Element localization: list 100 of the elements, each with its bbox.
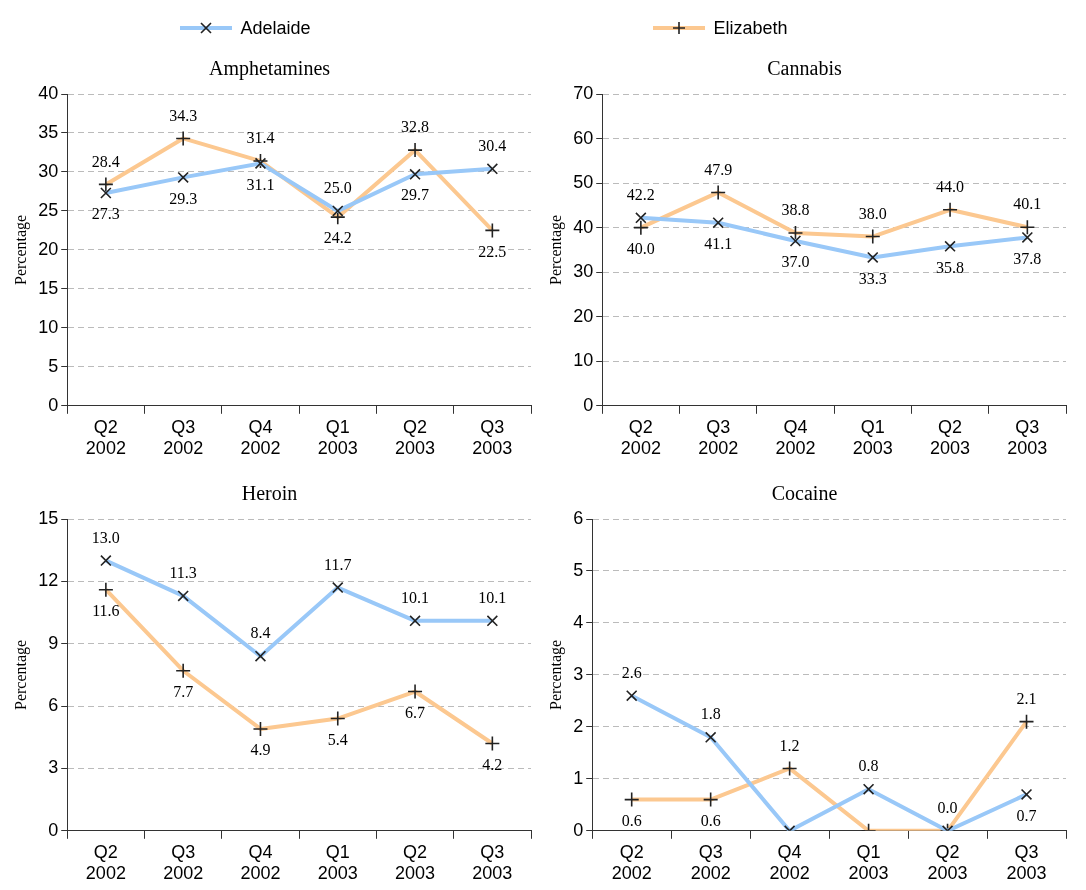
y-tick-label: 10 [38, 316, 59, 337]
data-label: 1.8 [700, 705, 721, 723]
data-label: 31.1 [246, 175, 275, 193]
data-label: 37.0 [781, 253, 810, 271]
x-tick-label: Q2 2002 [85, 416, 126, 459]
data-label: 10.1 [478, 589, 507, 607]
data-label: 0.8 [858, 757, 879, 775]
data-label: 11.6 [92, 601, 120, 619]
x-tick-label: Q2 2002 [611, 841, 652, 884]
y-tick-label: 70 [573, 82, 594, 103]
y-tick-label: 12 [38, 570, 59, 591]
x-tick-label: Q2 2002 [85, 841, 126, 884]
data-label: 30.4 [478, 137, 507, 155]
y-tick-label: 20 [38, 238, 59, 259]
data-label: 40.0 [626, 239, 655, 257]
y-axis-title: Percentage [546, 639, 565, 710]
y-tick-label: 3 [48, 757, 59, 778]
y-tick-label: 3 [573, 663, 584, 684]
data-label: 40.1 [1013, 195, 1042, 213]
chart-title: Cocaine [771, 482, 838, 505]
y-axis-title: Percentage [11, 639, 30, 710]
x-tick-label: Q3 2003 [472, 416, 513, 459]
data-label: 31.4 [246, 129, 275, 147]
y-tick-label: 0 [48, 394, 59, 415]
data-label: 38.0 [858, 204, 887, 222]
data-label: 13.0 [91, 528, 120, 546]
x-tick-label: Q4 2002 [775, 416, 816, 459]
y-axis-title: Percentage [546, 214, 565, 285]
x-tick-label: Q3 2002 [163, 416, 204, 459]
y-tick-label: 2 [573, 715, 584, 736]
data-label: 29.3 [169, 189, 198, 207]
data-label: 0.0 [937, 799, 958, 816]
data-label: 8.4 [250, 624, 271, 642]
data-label: 0.7 [1016, 806, 1037, 824]
data-label: 35.8 [936, 258, 965, 276]
y-tick-label: 0 [48, 819, 59, 840]
legend-label: Elizabeth [713, 17, 788, 39]
data-label: 37.8 [1013, 249, 1042, 267]
chart-title: Heroin [241, 482, 298, 505]
y-tick-label: 35 [38, 121, 59, 142]
x-tick-label: Q2 2003 [927, 841, 968, 884]
y-tick-label: 0 [573, 819, 584, 840]
data-label: 25.0 [323, 179, 352, 197]
x-tick-label: Q1 2003 [852, 416, 893, 459]
data-label: 7.7 [173, 682, 194, 700]
y-tick-label: 4 [573, 611, 584, 632]
data-label: 38.8 [781, 201, 810, 219]
y-tick-label: 25 [38, 199, 59, 220]
data-label: 27.3 [91, 205, 120, 223]
y-tick-label: 6 [48, 695, 59, 716]
y-tick-label: 30 [38, 160, 59, 181]
y-tick-label: 60 [573, 127, 594, 148]
data-label: 2.6 [621, 663, 642, 681]
data-label: 47.9 [704, 160, 733, 178]
data-label: 5.4 [327, 730, 348, 748]
x-tick-label: Q3 2002 [163, 841, 204, 884]
x-tick-label: Q1 2003 [317, 416, 358, 459]
y-tick-label: 30 [573, 261, 594, 282]
y-tick-label: 50 [573, 172, 594, 193]
y-tick-label: 40 [38, 82, 59, 103]
x-tick-label: Q4 2002 [240, 416, 281, 459]
data-label: 42.2 [626, 186, 655, 204]
y-tick-label: 10 [573, 350, 594, 371]
data-label: 24.2 [323, 229, 352, 247]
data-label: 4.9 [250, 741, 271, 759]
x-tick-label: Q3 2003 [1006, 841, 1047, 884]
data-label: 4.2 [482, 755, 503, 773]
x-tick-label: Q4 2002 [240, 841, 281, 884]
data-label: 44.0 [936, 178, 965, 196]
data-label: 41.1 [704, 234, 733, 252]
chart-title: Amphetamines [208, 57, 331, 81]
y-tick-label: 1 [573, 767, 584, 788]
data-label: 28.4 [91, 152, 120, 170]
data-label: 6.7 [405, 703, 426, 721]
y-tick-label: 15 [38, 507, 59, 528]
data-label: 2.1 [1016, 689, 1037, 707]
y-tick-label: 20 [573, 305, 594, 326]
data-label: 32.8 [401, 118, 430, 136]
x-tick-label: Q3 2002 [690, 841, 731, 884]
data-label: 10.1 [401, 589, 430, 607]
y-tick-label: 15 [38, 277, 59, 298]
x-tick-label: Q4 2002 [769, 841, 810, 884]
x-tick-label: Q3 2002 [698, 416, 739, 459]
y-tick-label: 0 [583, 394, 594, 415]
chart-title: Cannabis [767, 57, 842, 80]
x-tick-label: Q1 2003 [848, 841, 889, 884]
data-label: 0.6 [700, 811, 721, 829]
y-tick-label: 9 [48, 632, 59, 653]
x-tick-label: Q3 2003 [472, 841, 513, 884]
x-tick-label: Q2 2003 [930, 416, 971, 459]
data-label: 0.6 [621, 811, 642, 829]
data-label: 11.7 [324, 555, 352, 573]
data-label: 11.3 [169, 564, 197, 582]
y-tick-label: 6 [573, 507, 584, 528]
x-tick-label: Q3 2003 [1007, 416, 1048, 459]
data-label: 29.7 [401, 186, 430, 204]
data-label: 1.2 [779, 736, 800, 754]
y-axis-title: Percentage [11, 214, 30, 285]
legend-label: Adelaide [240, 17, 311, 39]
y-tick-label: 5 [573, 559, 584, 580]
